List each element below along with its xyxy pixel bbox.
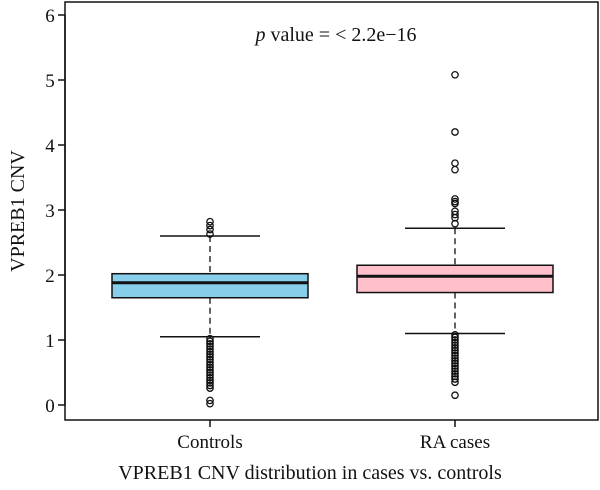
outlier-point	[451, 375, 459, 383]
outlier-point	[451, 349, 459, 357]
x-tick-label: RA cases	[420, 432, 490, 453]
y-tick-label: 3	[45, 201, 55, 222]
box-controls	[111, 217, 309, 408]
outlier-point	[206, 384, 214, 392]
outlier-point	[206, 366, 214, 374]
y-tick-label: 2	[45, 266, 55, 287]
outlier-point	[206, 368, 214, 377]
outlier-point	[451, 359, 459, 368]
x-tick-label: Controls	[177, 432, 242, 453]
y-tick-label: 6	[45, 6, 55, 27]
outlier-point	[451, 219, 459, 228]
outlier-point	[206, 399, 214, 408]
outlier-point	[206, 379, 214, 387]
outlier-point	[451, 210, 459, 219]
box-ra-cases	[356, 70, 554, 400]
outlier-point	[451, 330, 459, 339]
outlier-point	[206, 337, 214, 346]
outlier-point	[451, 356, 459, 365]
outlier-point	[206, 345, 214, 353]
outlier-point	[451, 343, 459, 352]
outlier-point	[451, 338, 459, 347]
outlier-point	[206, 340, 214, 348]
outlier-point	[451, 362, 459, 370]
outlier-point	[206, 221, 214, 230]
outlier-point	[206, 360, 214, 369]
outlier-point	[451, 367, 459, 376]
outlier-point	[451, 159, 459, 168]
y-tick-label: 5	[45, 71, 55, 92]
outlier-point	[451, 354, 459, 363]
outlier-point	[206, 358, 214, 366]
outlier-point	[206, 381, 214, 390]
outlier-point	[206, 353, 214, 361]
outlier-point	[451, 369, 459, 378]
iqr-box	[111, 272, 309, 299]
p-value-annotation: p value = < 2.2e−16	[253, 24, 416, 46]
outlier-point	[451, 70, 459, 79]
y-axis: 0 1 2 3 4 5 6	[45, 6, 66, 417]
p-value-text: value = < 2.2e−16	[265, 24, 416, 46]
x-axis-title: VPREB1 CNV distribution in cases vs. con…	[118, 462, 502, 484]
outlier-point	[451, 341, 459, 350]
outlier-point	[206, 371, 214, 379]
outlier-point	[451, 378, 459, 387]
boxes-group	[111, 70, 554, 408]
p-value-italic: p	[253, 24, 265, 46]
outlier-point	[451, 128, 459, 136]
outlier-point	[206, 334, 214, 343]
outlier-point	[451, 333, 459, 342]
outlier-point	[206, 373, 214, 382]
outlier-point	[451, 199, 459, 208]
outlier-point	[451, 336, 459, 344]
outlier-point	[206, 350, 214, 359]
outlier-point	[206, 342, 214, 351]
outlier-point	[206, 230, 214, 238]
outlier-point	[451, 346, 459, 355]
outlier-point	[206, 396, 214, 405]
x-axis: Controls RA cases	[177, 420, 490, 453]
outlier-point	[206, 347, 214, 356]
outlier-point	[206, 217, 214, 226]
outlier-point	[451, 351, 459, 360]
iqr-box	[356, 264, 554, 294]
outlier-point	[206, 376, 214, 385]
y-tick-label: 1	[45, 331, 55, 352]
plot-frame	[64, 1, 599, 421]
outlier-point	[451, 195, 459, 203]
outlier-point	[451, 165, 459, 174]
outlier-point	[206, 225, 214, 234]
outlier-point	[451, 391, 459, 400]
outlier-point	[206, 355, 214, 364]
outlier-point	[451, 364, 459, 373]
y-tick-label: 0	[45, 396, 55, 417]
y-tick-label: 4	[45, 136, 55, 157]
y-axis-title: VPREB1 CNV	[7, 150, 29, 272]
outlier-point	[206, 363, 214, 372]
